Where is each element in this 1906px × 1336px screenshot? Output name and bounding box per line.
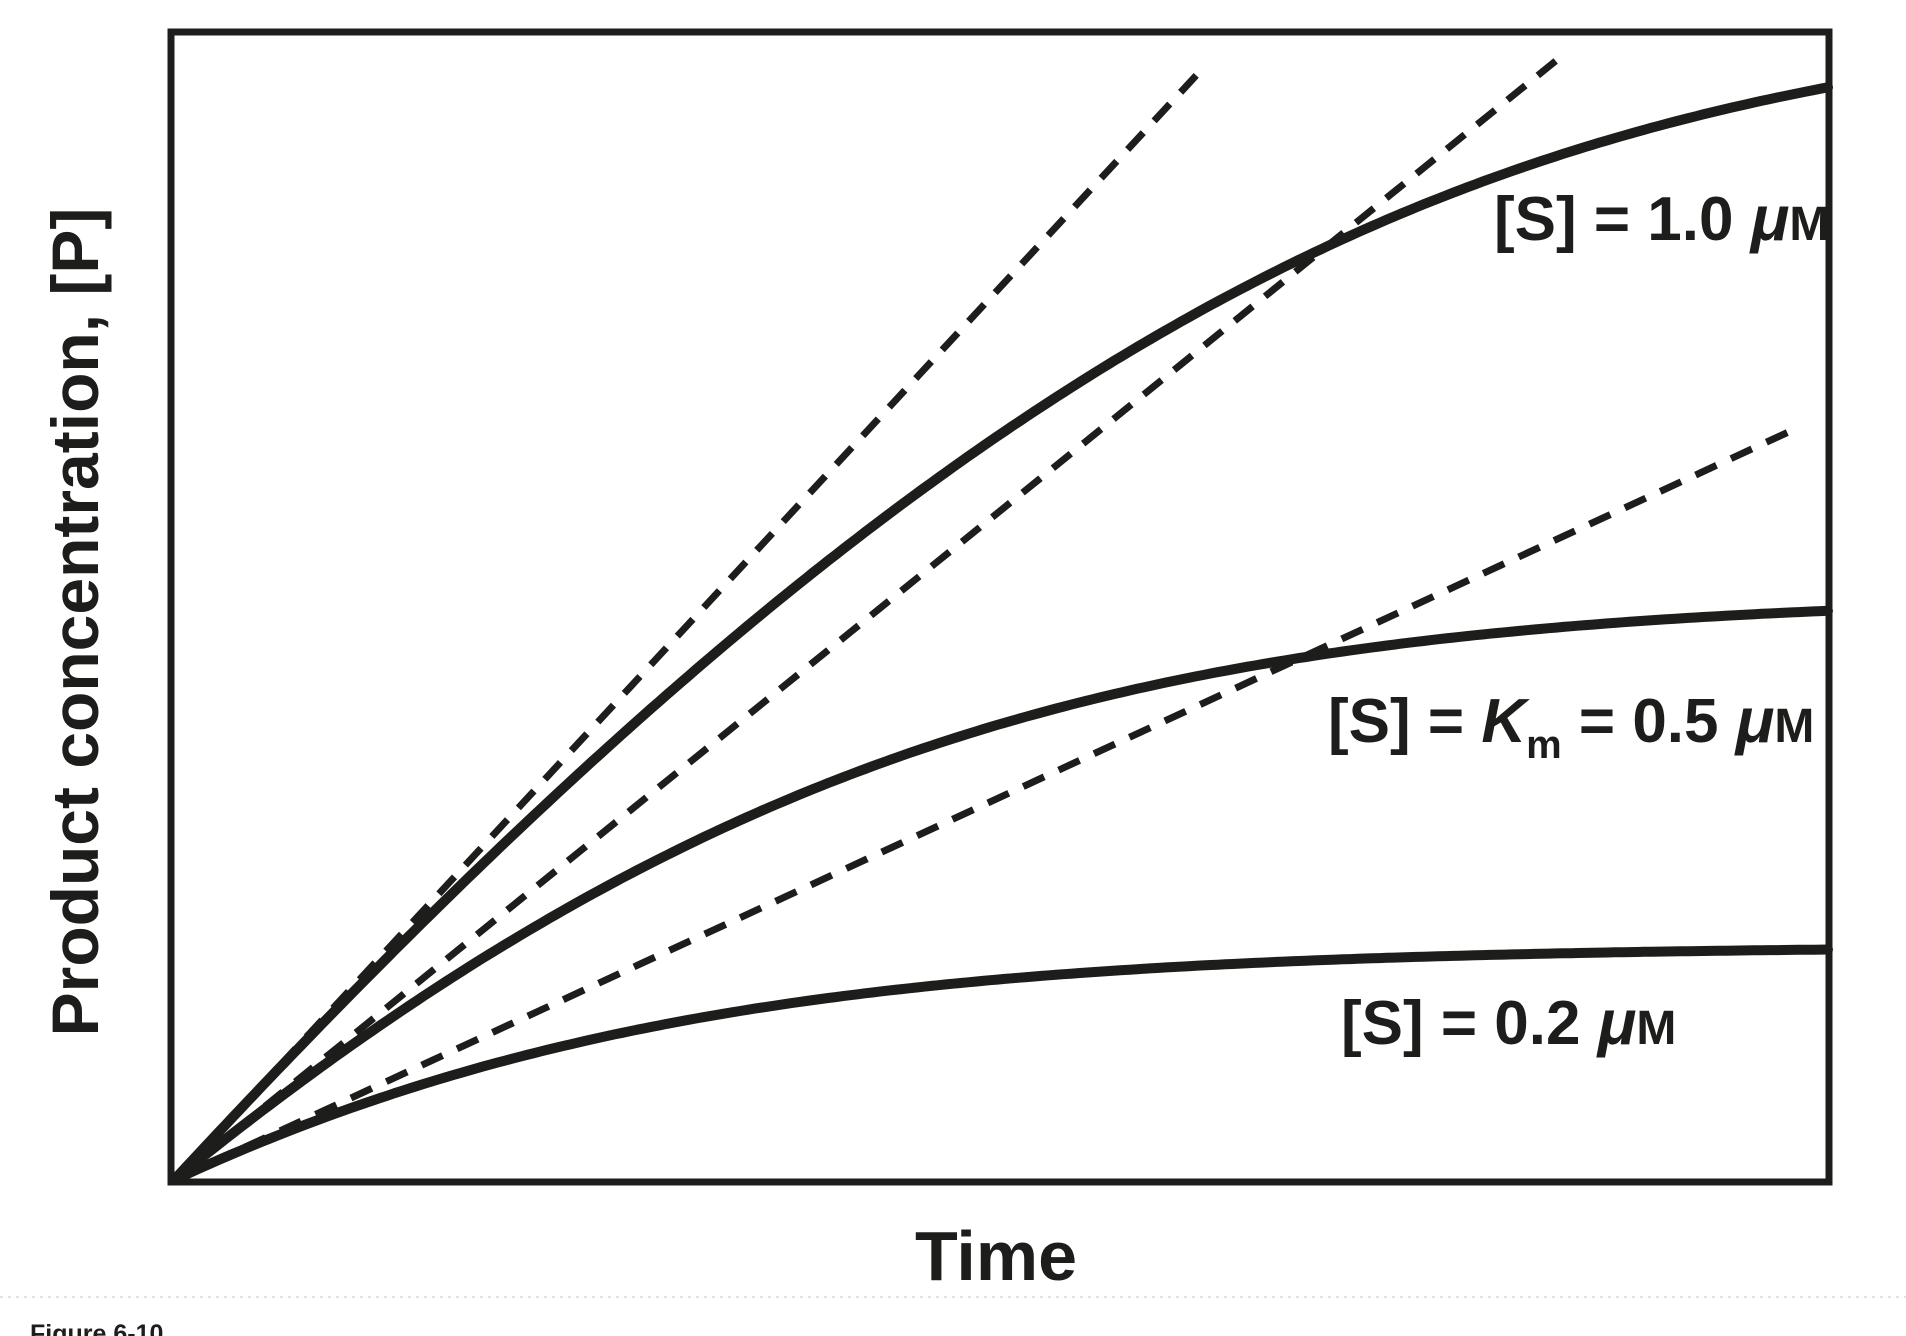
x-axis-label: Time [915,1217,1077,1295]
progress-curve-s10 [169,82,1833,1185]
progress-curve-s05 [169,605,1833,1185]
curve-label-s10: [S] = 1.0 μM [1494,182,1829,254]
progress-curve-s02 [169,944,1833,1185]
curve-labels-layer: [S] = 1.0 μM [S] = Km = 0.5 μM [S] = 0.2 μ… [1328,182,1829,1058]
curves-layer [169,57,1833,1185]
curve-label-s05: [S] = Km = 0.5 μM [1328,684,1814,767]
initial-rate-tangent-s10 [171,64,1207,1183]
y-axis-label: Product concentration, [P] [38,208,112,1037]
initial-rate-tangent-s02 [172,423,1802,1184]
curve-label-s02: [S] = 0.2 μM [1341,986,1676,1058]
initial-rate-tangent-s05 [171,57,1559,1183]
figure-caption: Figure 6-10 [30,1320,164,1336]
